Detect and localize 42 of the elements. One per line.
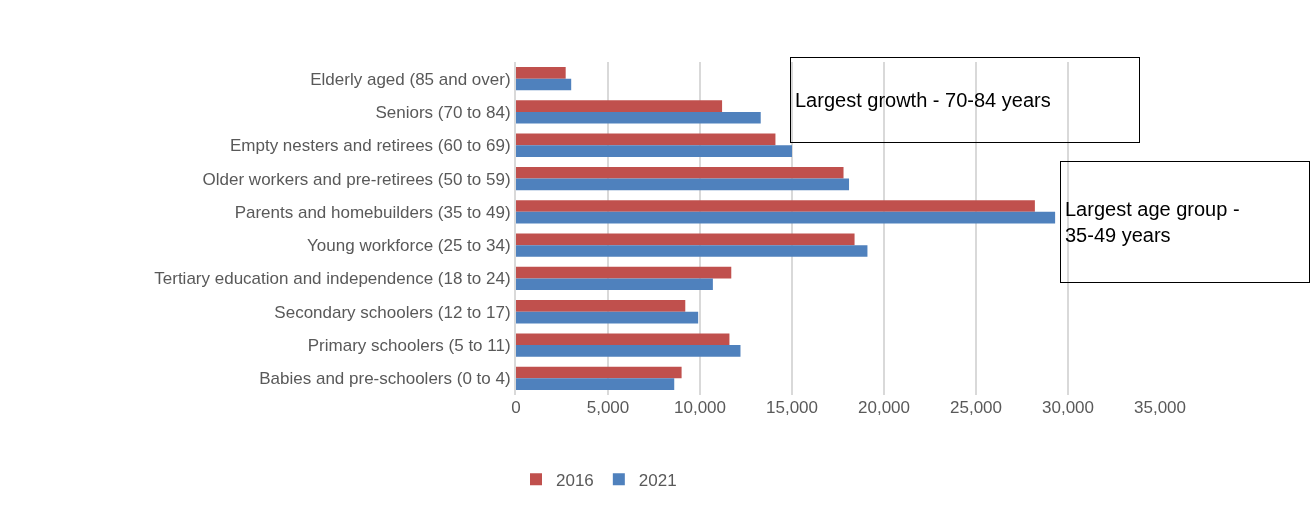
y-tick-label: Seniors (70 to 84): [375, 102, 511, 122]
y-tick-label: Empty nesters and retirees (60 to 69): [229, 136, 511, 156]
bar: [516, 311, 699, 324]
bar: [516, 211, 1056, 224]
bar: [516, 278, 713, 291]
x-tick-label: 15,000: [766, 398, 818, 417]
x-tick-label: 0: [511, 398, 521, 417]
bar: [516, 78, 572, 91]
y-tick-label: Parents and homebuilders (35 to 49): [234, 202, 511, 222]
bar: [516, 245, 868, 257]
y-tick-label: Elderly aged (85 and over): [310, 69, 511, 89]
annotation: Largest age group - 35-49 years: [1065, 198, 1246, 246]
y-tick-label: Older workers and pre-retirees (50 to 59): [202, 169, 511, 189]
bar: [516, 345, 741, 357]
bar: [516, 111, 761, 124]
legend-label: 2016: [556, 470, 594, 490]
bar: [516, 166, 844, 179]
y-tick-label: Secondary schoolers (12 to 17): [274, 302, 511, 322]
bar: [516, 67, 566, 79]
x-tick-label: 5,000: [586, 398, 630, 417]
bar: [516, 266, 732, 279]
y-tick-label: Babies and pre-schoolers (0 to 4): [259, 369, 511, 389]
x-tick-label: 10,000: [674, 398, 726, 417]
x-tick-label: 20,000: [858, 398, 910, 417]
x-tick-label: 25,000: [950, 398, 1002, 417]
x-tick-label: 35,000: [1134, 398, 1186, 417]
y-tick-label: Tertiary education and independence (18 to 24): [154, 269, 511, 289]
legend-label: 2021: [638, 470, 677, 490]
bar: [516, 378, 675, 390]
bar: [516, 300, 686, 312]
bar: [516, 145, 792, 157]
bar: [516, 200, 1035, 212]
bar: [516, 366, 682, 379]
bar: [516, 333, 730, 346]
x-tick-label: 30,000: [1042, 398, 1094, 417]
y-tick-label: Young workforce (25 to 34): [307, 236, 511, 256]
annotation: Largest growth - 70-84 years: [795, 89, 1051, 111]
bar: [516, 178, 850, 191]
y-tick-label: Primary schoolers (5 to 11): [307, 336, 511, 355]
bar: [516, 233, 855, 246]
bar: [516, 100, 723, 112]
bar: [516, 133, 776, 146]
